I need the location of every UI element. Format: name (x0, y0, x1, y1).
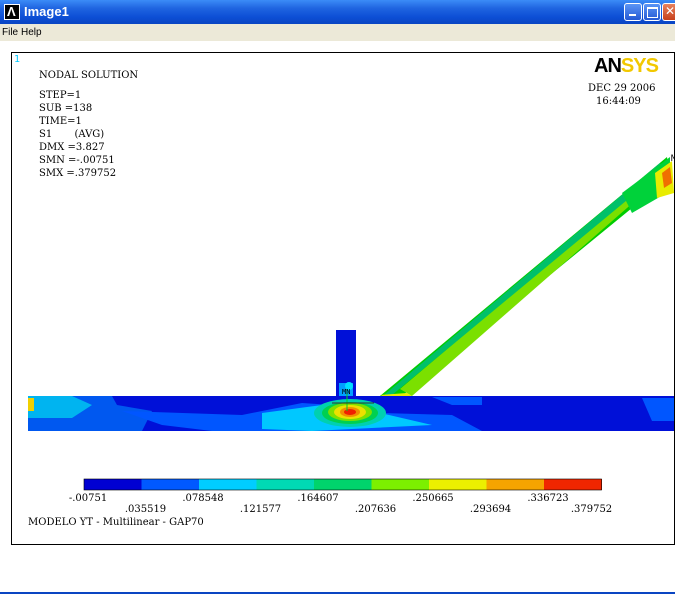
legend-swatch (314, 479, 372, 490)
legend-swatch (371, 479, 430, 490)
legend-swatch (544, 479, 602, 490)
legend-swatch (84, 479, 142, 490)
time-of-day-label: 16:44:09 (596, 96, 641, 107)
legend-frame (83, 478, 602, 491)
s1-label: S1 (AVG) (39, 129, 105, 140)
plot-heading: NODAL SOLUTION (39, 70, 139, 81)
close-button[interactable] (662, 3, 675, 21)
legend-label-top: .336723 (527, 493, 568, 504)
legend-label-top: -.00751 (69, 493, 107, 504)
inclined-branch-pipe (380, 157, 674, 403)
legend-label-top: .078548 (182, 493, 223, 504)
legend-swatch (486, 479, 545, 490)
smx-label: SMX =.379752 (39, 168, 117, 179)
smn-label: SMN =-.00751 (39, 155, 115, 166)
window-title: Image1 (24, 4, 69, 19)
corner-node-label: M (671, 154, 674, 164)
window-number: 1 (14, 54, 21, 65)
stress-contour-model: MN M -.00751 .078548 .164607 .250665 .336723… (28, 154, 674, 515)
legend-swatch (141, 479, 200, 490)
color-legend: -.00751 .078548 .164607 .250665 .336723 .0355… (69, 478, 612, 515)
menu-bar: File Help (0, 24, 675, 41)
minimize-button[interactable] (624, 3, 642, 21)
ansys-logo: ANSYS (594, 55, 659, 77)
legend-swatch (429, 479, 487, 490)
legend-label-bottom: .379752 (571, 504, 612, 515)
menu-file[interactable]: File (2, 27, 19, 38)
legend-swatch (199, 479, 257, 490)
legend-label-top: .164607 (297, 493, 338, 504)
legend-label-bottom: .121577 (240, 504, 281, 515)
ansys-graphics-window[interactable]: 1 NODAL SOLUTION STEP=1 SUB =138 TIME=1 … (11, 52, 675, 545)
window-bottom-border (0, 592, 675, 594)
vertical-stub-pipe (332, 330, 374, 411)
dmx-label: DMX =3.827 (39, 142, 105, 153)
legend-label-bottom: .293694 (470, 504, 511, 515)
legend-label-top: .250665 (412, 493, 453, 504)
main-run-pipe (28, 396, 674, 431)
ansys-app-icon[interactable]: Λ (4, 4, 20, 20)
menu-help[interactable]: Help (21, 27, 42, 38)
date-label: DEC 29 2006 (588, 83, 656, 94)
time-label: TIME=1 (39, 116, 82, 127)
min-node-label: MN (342, 388, 350, 396)
title-bar[interactable]: Λ Image1 (0, 0, 675, 24)
maximize-button[interactable] (643, 3, 661, 21)
sub-label: SUB =138 (39, 103, 93, 114)
legend-swatch (256, 479, 315, 490)
legend-label-bottom: .035519 (125, 504, 166, 515)
model-title: MODELO YT - Multilinear - GAP70 (28, 517, 204, 528)
legend-label-bottom: .207636 (355, 504, 396, 515)
step-label: STEP=1 (39, 90, 82, 101)
